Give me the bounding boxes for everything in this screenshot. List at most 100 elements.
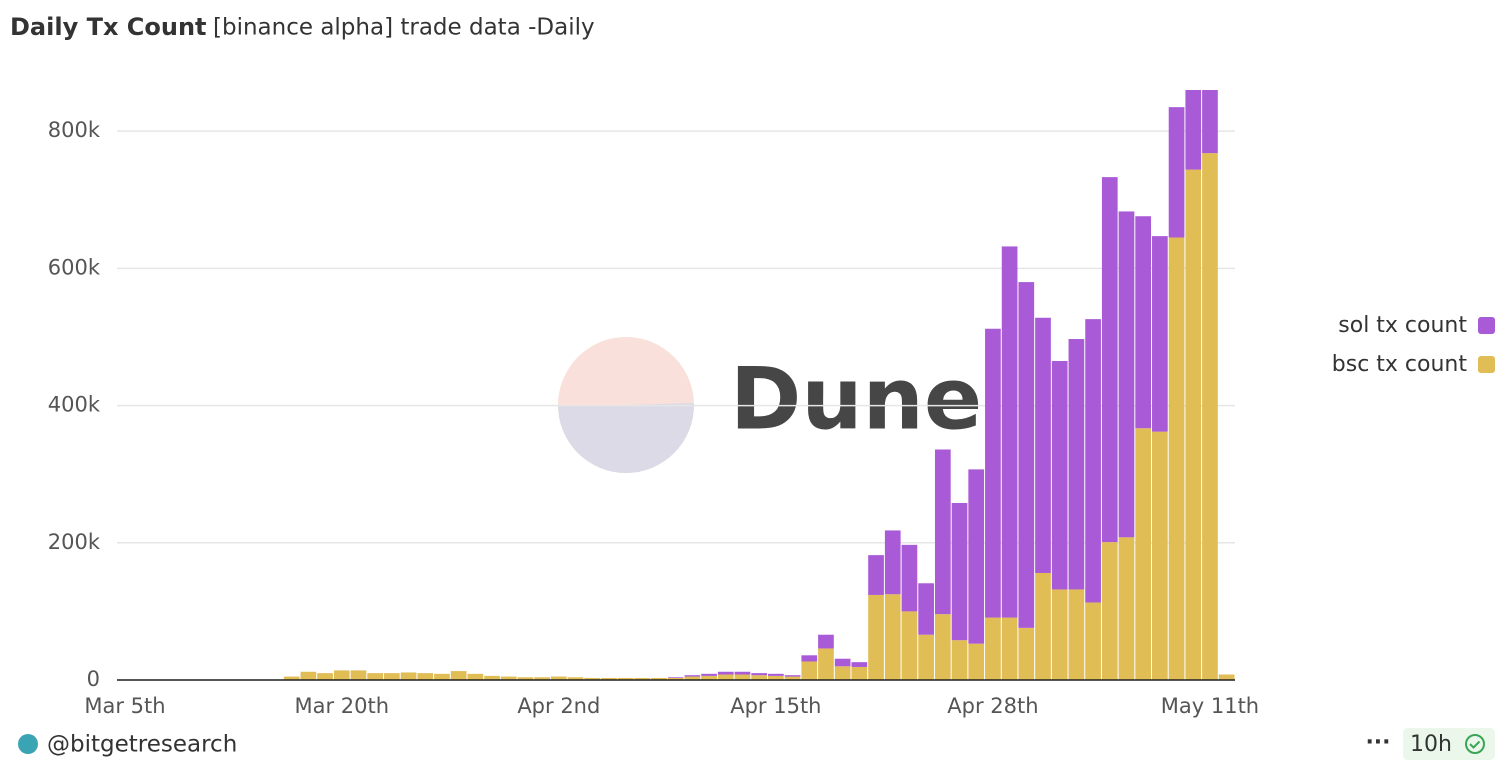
bar xyxy=(717,671,734,675)
bar xyxy=(985,617,1001,680)
bar xyxy=(1101,177,1118,543)
bar xyxy=(868,594,884,680)
bar xyxy=(1001,246,1018,618)
bar xyxy=(1168,237,1185,680)
bar xyxy=(651,677,667,680)
bar xyxy=(951,640,968,680)
y-tick-label: 400k xyxy=(48,393,101,417)
x-tick-label: Apr 2nd xyxy=(517,694,600,718)
bar xyxy=(1018,627,1035,680)
bar xyxy=(1035,317,1051,573)
bar xyxy=(450,671,467,680)
bar xyxy=(317,673,333,680)
bar xyxy=(784,676,801,680)
bar xyxy=(467,673,484,680)
legend-swatch xyxy=(1478,317,1495,334)
watermark: Dune xyxy=(558,337,982,473)
bar xyxy=(801,655,818,662)
bar xyxy=(1135,216,1152,429)
bar xyxy=(684,675,701,677)
bar xyxy=(300,671,317,680)
refresh-text: 10h xyxy=(1410,732,1452,757)
x-tick-label: May 11th xyxy=(1161,694,1259,718)
bar xyxy=(517,677,534,680)
watermark-logo-part xyxy=(558,403,694,473)
menu-dots[interactable]: ··· xyxy=(1365,730,1390,755)
bar xyxy=(851,662,868,667)
bar xyxy=(333,670,350,680)
bar xyxy=(1135,428,1152,680)
legend-label: sol tx count xyxy=(1338,313,1467,338)
check-icon xyxy=(1465,734,1485,754)
bar xyxy=(701,673,717,676)
x-tick-label: Mar 20th xyxy=(295,694,390,718)
bar xyxy=(1068,339,1085,590)
chart-title: Daily Tx Count xyxy=(10,13,207,41)
chart-subtitle: [binance alpha] trade data -Daily xyxy=(213,15,595,41)
bar xyxy=(500,676,517,680)
bar xyxy=(584,677,601,680)
bar xyxy=(701,675,717,680)
bar xyxy=(667,677,684,678)
bar xyxy=(884,530,901,595)
bar xyxy=(601,677,617,680)
check-mark xyxy=(1469,740,1481,749)
bar xyxy=(734,674,751,680)
bar xyxy=(818,634,834,649)
bar xyxy=(667,677,684,680)
bar xyxy=(484,675,500,680)
bar xyxy=(1218,674,1235,680)
bar xyxy=(617,677,634,680)
bar xyxy=(684,676,701,680)
bar xyxy=(1202,90,1218,154)
bar xyxy=(567,677,584,680)
bar xyxy=(951,503,968,641)
bar xyxy=(1185,90,1202,170)
bar xyxy=(784,675,801,677)
bar xyxy=(734,671,751,675)
bar xyxy=(768,673,784,676)
author-logo xyxy=(18,734,38,754)
bar xyxy=(1085,602,1101,680)
y-tick-label: 600k xyxy=(48,255,101,279)
bar xyxy=(434,673,450,680)
bar xyxy=(384,673,400,680)
bar xyxy=(968,643,985,680)
bar xyxy=(1085,319,1101,603)
bar xyxy=(1051,360,1068,590)
bar xyxy=(367,673,384,680)
bar xyxy=(1152,431,1168,680)
bar xyxy=(985,328,1001,618)
bar xyxy=(1118,537,1135,680)
y-tick-label: 0 xyxy=(87,667,100,691)
x-tick-label: Mar 5th xyxy=(84,694,165,718)
bar xyxy=(534,677,550,680)
plot: 0 200k 400k 600k 800k Mar 5th Mar 20th Apr 2nd A… xyxy=(48,90,1495,718)
bar xyxy=(1152,236,1168,432)
bar xyxy=(918,634,934,680)
bar xyxy=(1185,169,1202,680)
bar xyxy=(751,675,768,680)
bar xyxy=(968,469,985,644)
bar xyxy=(400,672,417,680)
bar xyxy=(1168,107,1185,238)
bar xyxy=(901,611,918,680)
bar xyxy=(1202,153,1218,680)
bar xyxy=(801,661,818,680)
bar xyxy=(818,648,834,680)
bar xyxy=(934,449,951,615)
bar xyxy=(834,658,851,667)
bar xyxy=(1018,282,1035,628)
bar xyxy=(550,676,567,680)
watermark-text: Dune xyxy=(730,349,982,449)
bar xyxy=(350,670,367,680)
bar xyxy=(634,677,651,680)
bar xyxy=(1051,589,1068,680)
bar xyxy=(1068,589,1085,680)
bar xyxy=(1035,572,1051,680)
legend-label: bsc tx count xyxy=(1332,352,1468,377)
bar xyxy=(934,614,951,680)
bar xyxy=(1118,211,1135,538)
bar xyxy=(868,555,884,595)
